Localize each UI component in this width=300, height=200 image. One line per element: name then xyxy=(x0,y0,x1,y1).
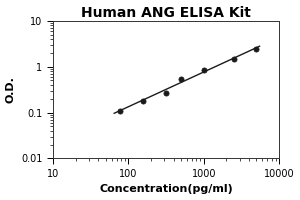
Y-axis label: O.D.: O.D. xyxy=(6,76,16,103)
Title: Human ANG ELISA Kit: Human ANG ELISA Kit xyxy=(81,6,251,20)
X-axis label: Concentration(pg/ml): Concentration(pg/ml) xyxy=(99,184,233,194)
Point xyxy=(231,57,236,60)
Point xyxy=(163,91,168,94)
Point xyxy=(201,68,206,71)
Point xyxy=(140,99,145,102)
Point xyxy=(254,48,259,51)
Point xyxy=(178,77,183,80)
Point xyxy=(118,109,123,112)
